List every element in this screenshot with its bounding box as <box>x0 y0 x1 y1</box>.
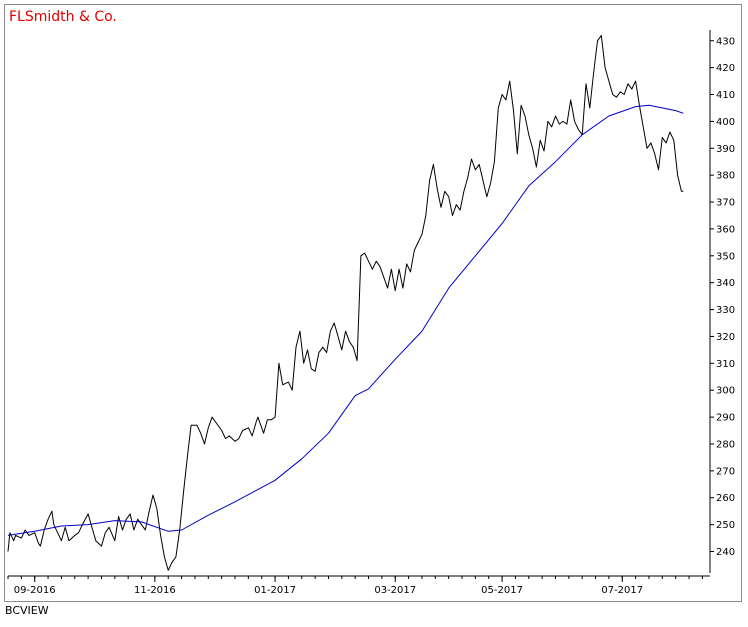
y-tick-label: 340 <box>716 278 735 289</box>
chart-title: FLSmidth & Co. <box>9 9 117 25</box>
y-tick-label: 350 <box>716 251 735 262</box>
y-tick-label: 360 <box>716 224 735 235</box>
moving-average-line <box>7 104 684 536</box>
y-tick-label: 400 <box>716 117 735 128</box>
x-axis: 09-2016 11-2016 01-2017 03-2017 05-2017 07-20… <box>7 575 710 596</box>
x-tick-label: 01-2017 <box>254 585 296 596</box>
y-tick-label: 420 <box>716 63 735 74</box>
y-tick-label: 240 <box>716 547 735 558</box>
source-label: BCVIEW <box>5 604 49 617</box>
y-tick-label: 330 <box>716 305 735 316</box>
y-tick-label: 380 <box>716 171 735 182</box>
y-tick-label: 390 <box>716 144 735 155</box>
y-tick-label: 410 <box>716 90 735 101</box>
x-tick-label: 07-2017 <box>601 585 643 596</box>
y-axis: 240 250 260 270 280 290 300 310 320 330 340 350 360 3… <box>709 30 735 573</box>
price-line <box>7 34 684 571</box>
y-tick-label: 430 <box>716 36 735 47</box>
y-tick-label: 320 <box>716 332 735 343</box>
y-tick-label: 280 <box>716 439 735 450</box>
x-tick-label: 09-2016 <box>14 585 56 596</box>
x-tick-label: 03-2017 <box>374 585 416 596</box>
chart-frame <box>4 4 742 602</box>
x-tick-label: 11-2016 <box>134 585 176 596</box>
y-tick-label: 370 <box>716 198 735 209</box>
y-tick-label: 310 <box>716 359 735 370</box>
y-tick-label: 250 <box>716 520 735 531</box>
x-tick-label: 05-2017 <box>481 585 523 596</box>
y-tick-label: 270 <box>716 466 735 477</box>
series-layer <box>7 34 684 571</box>
y-tick-label: 260 <box>716 493 735 504</box>
y-tick-label: 300 <box>716 386 735 397</box>
y-tick-label: 290 <box>716 413 735 424</box>
